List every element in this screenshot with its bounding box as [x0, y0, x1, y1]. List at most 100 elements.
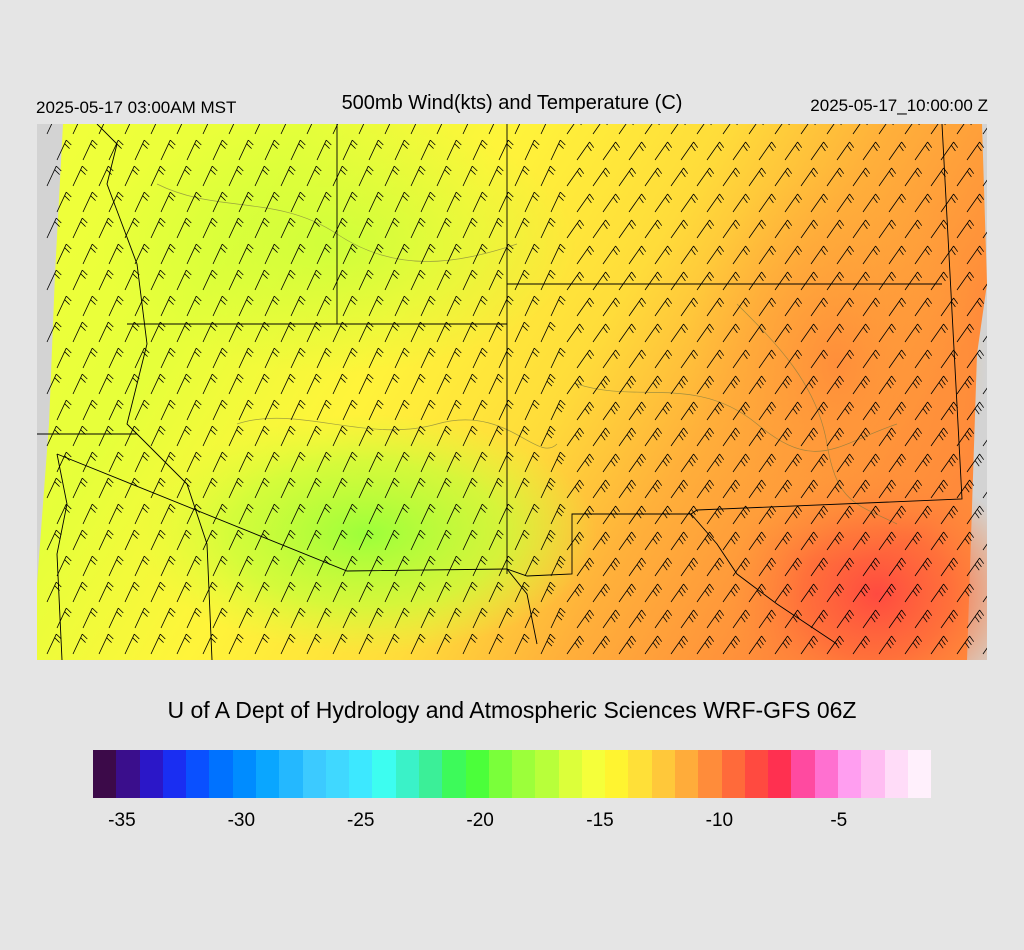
wind-barb [878, 635, 897, 655]
wind-barb [176, 373, 192, 395]
wind-barb [254, 373, 270, 395]
wind-barb [696, 323, 715, 343]
wind-barb [488, 529, 504, 551]
wind-barb [394, 399, 410, 421]
wind-barb [384, 373, 400, 395]
wind-barb [878, 271, 897, 291]
wind-barb [566, 124, 582, 135]
wind-barb [774, 479, 793, 499]
wind-barb [124, 477, 140, 499]
wind-barb [566, 531, 585, 551]
wind-barb [436, 217, 452, 239]
wind-barb [108, 347, 124, 369]
wind-barb [316, 243, 332, 265]
wind-barb [644, 635, 663, 655]
wind-barb [956, 323, 975, 343]
wind-barb [602, 609, 621, 629]
wind-barb [342, 191, 358, 213]
warm-region-east [687, 164, 987, 564]
wind-barb [644, 124, 660, 135]
wind-barb [696, 479, 715, 499]
wind-barb [150, 124, 157, 135]
wind-barb [810, 349, 829, 369]
colorbar-swatch [442, 750, 466, 798]
wind-barb [202, 124, 209, 135]
wind-barb [98, 165, 114, 187]
wind-barb [550, 399, 566, 421]
colorbar-swatch [302, 750, 326, 798]
wind-barb [176, 321, 192, 343]
wind-barb [56, 243, 72, 265]
wind-barb [836, 505, 855, 525]
wind-barb [888, 557, 907, 577]
wind-barb [904, 531, 923, 551]
wind-barb [888, 297, 907, 317]
wind-barb [462, 529, 478, 551]
wind-barb [462, 124, 469, 135]
wind-barb [550, 347, 566, 369]
wind-barb [904, 271, 923, 291]
wind-barb [758, 245, 777, 265]
wind-barb [410, 373, 426, 395]
wind-barb [332, 269, 348, 291]
wind-barb [758, 141, 777, 161]
wind-barb [306, 477, 322, 499]
colorbar-tick-label: -35 [108, 810, 136, 831]
wind-barb [748, 583, 767, 603]
wind-barb [566, 479, 585, 499]
wind-barb [878, 219, 897, 239]
wind-barb [56, 191, 72, 213]
wind-barb [732, 505, 751, 525]
wind-barb [368, 399, 384, 421]
colorbar-swatch [838, 750, 862, 798]
colorbar-swatch [162, 750, 187, 798]
wind-barb [108, 295, 124, 317]
wind-barb [446, 347, 462, 369]
wind-barb [290, 451, 306, 473]
wind-barb [436, 425, 452, 447]
wind-barb [342, 451, 358, 473]
colorbar-swatch [465, 750, 489, 798]
wind-barb [202, 165, 218, 187]
wind-barb [878, 479, 897, 499]
wind-barb [592, 583, 611, 603]
wind-barb [290, 399, 306, 421]
wind-barb [966, 453, 985, 473]
wind-barb [680, 453, 699, 473]
wind-barb [982, 335, 987, 343]
wind-barb [758, 349, 777, 369]
wind-barb [748, 427, 767, 447]
wind-barb [930, 219, 949, 239]
wind-barb [420, 503, 436, 525]
wind-barb [134, 607, 150, 629]
wind-barb [524, 347, 540, 369]
wind-barb [628, 453, 647, 473]
wind-barb [644, 427, 663, 447]
wind-barb [332, 124, 339, 135]
wind-barb [800, 323, 819, 343]
wind-barb [212, 399, 228, 421]
wind-barb [436, 477, 452, 499]
wind-barb [238, 243, 254, 265]
wind-barb [722, 323, 741, 343]
colorbar-tick-label: -10 [705, 810, 734, 831]
wind-barb [706, 297, 725, 317]
wind-barb [670, 427, 689, 447]
wind-barb [254, 321, 270, 343]
wind-barb [498, 399, 514, 421]
wind-barb [618, 323, 637, 343]
wind-barb [384, 477, 400, 499]
wind-barb [628, 557, 647, 577]
wind-barb [306, 165, 322, 187]
wind-barb [488, 321, 504, 343]
wind-barb [498, 191, 514, 213]
wind-barb [706, 557, 725, 577]
wind-barb [228, 269, 244, 291]
wind-barb [280, 633, 296, 655]
wind-barb [436, 529, 452, 551]
wind-barb [358, 124, 365, 135]
wind-barb [540, 217, 556, 239]
wind-barb [732, 349, 751, 369]
wind-barb [98, 633, 114, 655]
wind-barb [904, 124, 920, 135]
